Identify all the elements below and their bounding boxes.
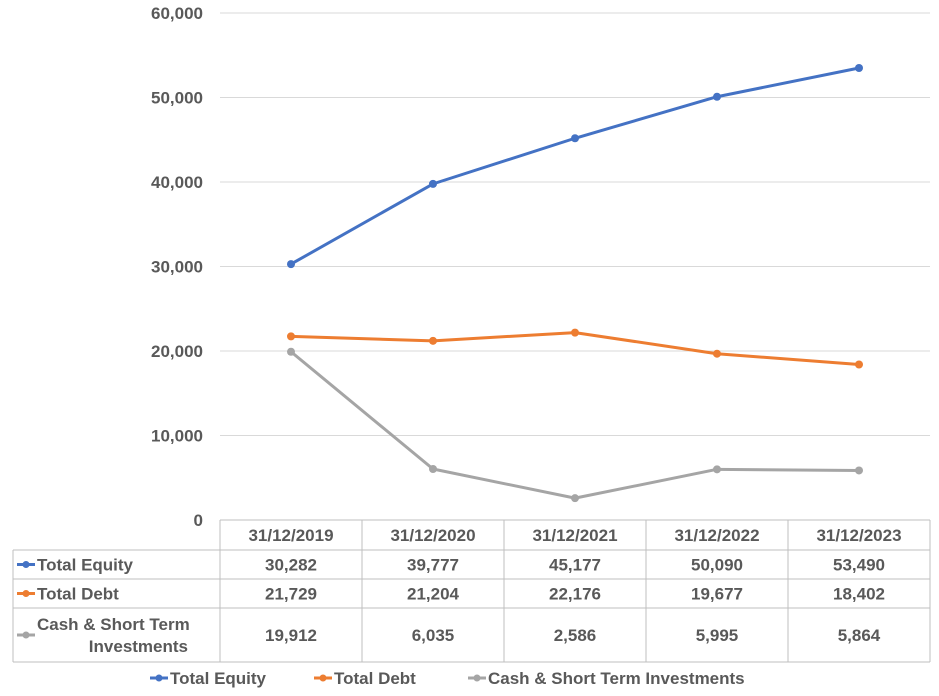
data-point (571, 134, 579, 143)
table-cell: 19,677 (691, 585, 743, 604)
row-label: Total Debt (37, 585, 119, 604)
series-lines (287, 64, 863, 503)
legend: Total Equity Total Debt Cash & Short Term … (150, 669, 745, 688)
data-point (287, 332, 295, 341)
table-cell: 19,912 (265, 626, 317, 645)
data-point (713, 349, 721, 358)
data-point (713, 92, 721, 101)
category-label: 31/12/2021 (532, 526, 617, 545)
table-cell: 5,864 (838, 626, 881, 645)
data-point (571, 328, 579, 337)
gridlines (220, 12, 930, 436)
table-cell: 22,176 (549, 585, 601, 604)
y-axis: 0 10,000 20,000 30,000 40,000 50,000 60,000 (151, 4, 203, 530)
table-cell: 30,282 (265, 556, 317, 575)
data-point (855, 360, 863, 369)
table-cell: 45,177 (549, 556, 601, 575)
category-label: 31/12/2023 (816, 526, 901, 545)
data-point (429, 336, 437, 345)
legend-marker (155, 674, 163, 682)
series-line (290, 331, 860, 366)
y-tick-label: 40,000 (151, 173, 203, 192)
y-tick-label: 0 (194, 511, 203, 530)
data-point (287, 260, 295, 269)
table-cell: 5,995 (696, 626, 739, 645)
table-cell: 21,204 (407, 585, 460, 604)
data-point (429, 465, 437, 474)
legend-label: Total Debt (334, 669, 416, 688)
category-label: 31/12/2022 (674, 526, 759, 545)
y-tick-label: 10,000 (151, 427, 203, 446)
data-point (713, 465, 721, 474)
table-cell: 6,035 (412, 626, 455, 645)
y-tick-label: 60,000 (151, 4, 203, 23)
legend-marker (319, 674, 327, 682)
row-label: Total Equity (37, 556, 134, 575)
legend-label: Cash & Short Term Investments (488, 669, 745, 688)
table-cell: 18,402 (833, 585, 885, 604)
category-label: 31/12/2020 (390, 526, 475, 545)
data-point (855, 466, 863, 475)
legend-marker (473, 674, 481, 682)
data-point (571, 494, 579, 503)
row-label: Investments (89, 637, 188, 656)
y-tick-label: 20,000 (151, 342, 203, 361)
table-cell: 50,090 (691, 556, 743, 575)
table-cell: 21,729 (265, 585, 317, 604)
row-label: Cash & Short Term (37, 615, 190, 634)
table-cell: 2,586 (554, 626, 597, 645)
data-point (855, 64, 863, 73)
data-point (429, 179, 437, 188)
data-point (287, 347, 295, 356)
legend-label: Total Equity (170, 669, 267, 688)
table-cell: 39,777 (407, 556, 459, 575)
row-legend-marker (22, 631, 30, 639)
y-tick-label: 30,000 (151, 258, 203, 277)
data-table: 31/12/2019 31/12/2020 31/12/2021 31/12/2022… (12, 519, 931, 663)
row-legend-marker (22, 590, 30, 597)
series-line (290, 350, 860, 500)
table-cell: 53,490 (833, 556, 885, 575)
row-legend-marker (22, 561, 30, 568)
category-label: 31/12/2019 (248, 526, 333, 545)
y-tick-label: 50,000 (151, 89, 203, 108)
